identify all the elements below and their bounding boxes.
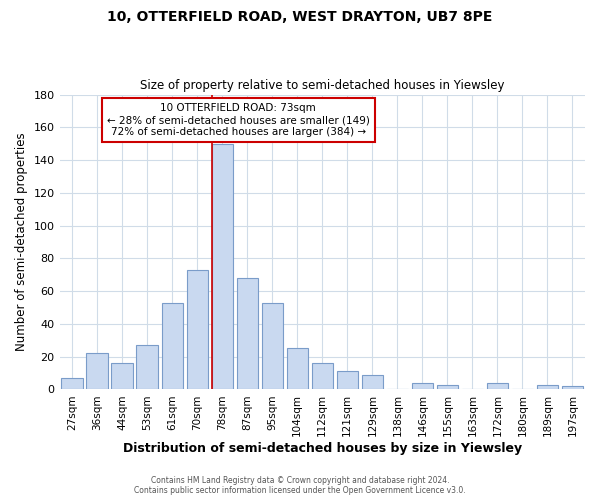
Bar: [437, 384, 458, 390]
Y-axis label: Number of semi-detached properties: Number of semi-detached properties: [15, 132, 28, 352]
Title: Size of property relative to semi-detached houses in Yiewsley: Size of property relative to semi-detach…: [140, 79, 505, 92]
Bar: [362, 374, 383, 390]
Text: 10 OTTERFIELD ROAD: 73sqm
← 28% of semi-detached houses are smaller (149)
72% of: 10 OTTERFIELD ROAD: 73sqm ← 28% of semi-…: [107, 104, 370, 136]
Bar: [212, 144, 233, 390]
Bar: [262, 302, 283, 390]
Text: 10, OTTERFIELD ROAD, WEST DRAYTON, UB7 8PE: 10, OTTERFIELD ROAD, WEST DRAYTON, UB7 8…: [107, 10, 493, 24]
Bar: [537, 384, 558, 390]
Bar: [112, 363, 133, 390]
Bar: [61, 378, 83, 390]
Bar: [187, 270, 208, 390]
Bar: [287, 348, 308, 390]
X-axis label: Distribution of semi-detached houses by size in Yiewsley: Distribution of semi-detached houses by …: [123, 442, 522, 455]
Bar: [236, 278, 258, 390]
Text: Contains HM Land Registry data © Crown copyright and database right 2024.
Contai: Contains HM Land Registry data © Crown c…: [134, 476, 466, 495]
Bar: [412, 383, 433, 390]
Bar: [487, 383, 508, 390]
Bar: [562, 386, 583, 390]
Bar: [311, 363, 333, 390]
Bar: [86, 354, 108, 390]
Bar: [337, 372, 358, 390]
Bar: [161, 302, 183, 390]
Bar: [136, 345, 158, 390]
